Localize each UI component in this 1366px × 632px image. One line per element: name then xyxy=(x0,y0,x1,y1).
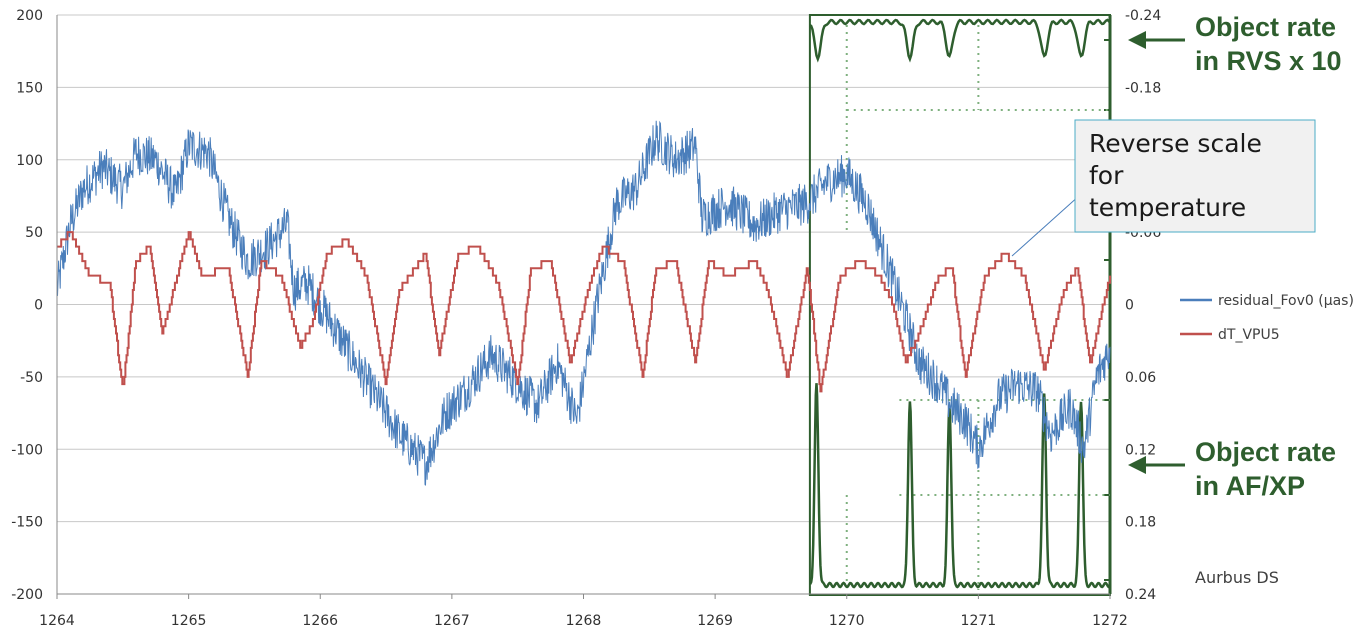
x-tick-label: 1270 xyxy=(829,613,865,629)
afxp-rate-trace xyxy=(809,383,1111,589)
rvs-rate-label: Object rate xyxy=(1195,12,1336,42)
x-tick-label: 1271 xyxy=(961,613,997,629)
x-tick-label: 1269 xyxy=(697,613,733,629)
tick-labels: 200150100500-50-100-150-200-0.24-0.18-0.… xyxy=(11,8,1161,629)
y-right-tick-label: 0.12 xyxy=(1125,442,1156,458)
y-right-tick-label: 0.06 xyxy=(1125,370,1156,386)
rvs-rate-label: in RVS x 10 xyxy=(1195,46,1342,76)
y-left-tick-label: -200 xyxy=(11,587,43,603)
series-line-dt xyxy=(57,231,1111,393)
y-left-tick-label: 200 xyxy=(16,8,43,24)
rvs-rate-trace xyxy=(809,18,1111,63)
y-left-tick-label: 50 xyxy=(25,225,43,241)
callout-pointer xyxy=(1011,194,1081,257)
afxp-rate-label: Object rate xyxy=(1195,437,1336,467)
y-right-tick-label: -0.18 xyxy=(1125,80,1161,96)
series-line-residual xyxy=(56,120,1111,486)
legend: residual_Fov0 (µas) dT_VPU5 xyxy=(1180,293,1354,343)
x-tick-label: 1266 xyxy=(302,613,338,629)
credit-label: Aurbus DS xyxy=(1195,568,1279,587)
legend-label: residual_Fov0 (µas) xyxy=(1218,293,1354,309)
callout-text-line: temperature xyxy=(1089,193,1246,222)
series-layer xyxy=(56,120,1111,486)
callout-box xyxy=(1074,119,1316,233)
y-left-tick-label: -50 xyxy=(20,370,43,386)
callout-text-line: Reverse scale xyxy=(1089,129,1262,158)
y-left-tick-label: 100 xyxy=(16,153,43,169)
afxp-rate-arrow-head xyxy=(1128,456,1146,474)
x-tick-label: 1268 xyxy=(566,613,602,629)
y-left-tick-label: 0 xyxy=(34,298,43,314)
y-left-tick-label: 150 xyxy=(16,80,43,96)
x-tick-label: 1265 xyxy=(171,613,207,629)
legend-label: dT_VPU5 xyxy=(1218,327,1280,343)
y-right-tick-label: 0 xyxy=(1125,298,1134,314)
object-rate-overlay xyxy=(808,14,1112,596)
annotations: Reverse scale for temperature Object rate in… xyxy=(1011,12,1342,587)
y-right-tick-label: 0.18 xyxy=(1125,515,1156,531)
x-tick-label: 1267 xyxy=(434,613,470,629)
y-left-tick-label: -150 xyxy=(11,515,43,531)
callout-text-line: for xyxy=(1089,161,1124,190)
afxp-rate-label: in AF/XP xyxy=(1195,471,1305,501)
axes xyxy=(56,15,1111,599)
x-tick-label: 1264 xyxy=(39,613,75,629)
rvs-rate-arrow-head xyxy=(1128,31,1146,49)
y-right-tick-label: -0.24 xyxy=(1125,8,1161,24)
y-left-tick-label: -100 xyxy=(11,442,43,458)
y-right-tick-label: 0.24 xyxy=(1125,587,1156,603)
x-tick-label: 1272 xyxy=(1092,613,1128,629)
